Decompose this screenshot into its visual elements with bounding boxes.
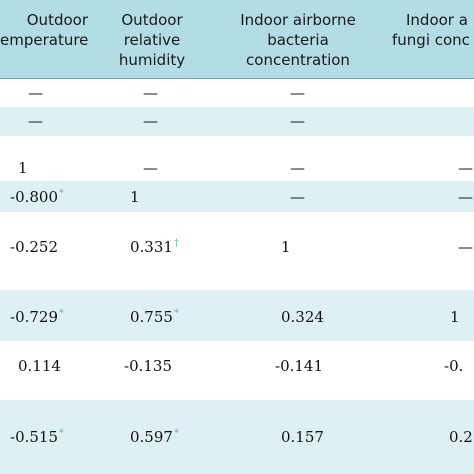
- table-cell: -0.141: [275, 357, 324, 375]
- header-line: bacteria: [267, 31, 329, 49]
- table-cell: 0.157: [281, 428, 324, 446]
- table-cell: 0.324: [281, 308, 324, 326]
- header-line: humidity: [118, 51, 186, 69]
- table-cell: —: [290, 188, 305, 206]
- table-cell: —: [143, 112, 158, 130]
- cell-value: -0.800: [10, 188, 59, 206]
- cell-value: -0.515: [10, 428, 59, 446]
- table-cell: 0.2: [449, 428, 473, 446]
- row-band: [0, 107, 474, 136]
- header-line: Indoor a: [406, 11, 468, 29]
- significance-marker: *: [173, 428, 179, 439]
- significance-marker: *: [173, 308, 179, 319]
- header-line: Outdoor: [121, 11, 183, 29]
- header-line: Outdoor: [26, 11, 88, 29]
- table-cell: -0.252: [10, 238, 59, 256]
- table-cell: 1: [281, 238, 291, 256]
- table-cell: —: [290, 159, 305, 177]
- significance-marker: *: [59, 188, 65, 199]
- header-line: fungi conc: [392, 31, 470, 49]
- table-cell: 1: [130, 188, 140, 206]
- table-cell: —: [458, 159, 473, 177]
- significance-marker: †: [173, 238, 179, 249]
- table-cell: -0.800*: [10, 188, 64, 206]
- significance-marker: *: [59, 308, 65, 319]
- table-cell: 0.114: [18, 357, 61, 375]
- row-band: [0, 181, 474, 212]
- header-line: emperature: [0, 31, 89, 49]
- table-cell: 1: [18, 159, 28, 177]
- table-cell: —: [143, 159, 158, 177]
- header-line: concentration: [246, 51, 350, 69]
- row-band: [0, 400, 474, 474]
- table-cell: —: [143, 84, 158, 102]
- table-cell: -0.515*: [10, 428, 64, 446]
- cell-value: 0.331: [130, 238, 173, 256]
- table-cell: 0.597*: [130, 428, 179, 446]
- row-band: [0, 290, 474, 341]
- table-cell: 0.755*: [130, 308, 179, 326]
- table-cell: -0.: [444, 357, 464, 375]
- table-cell: —: [28, 112, 43, 130]
- table-cell: —: [458, 188, 473, 206]
- table-header-background: [0, 0, 474, 78]
- table-cell: -0.135: [124, 357, 173, 375]
- table-cell: 1: [450, 308, 460, 326]
- table-cell: —: [28, 84, 43, 102]
- table-cell: —: [458, 238, 473, 256]
- header-divider: [0, 78, 474, 79]
- significance-marker: *: [59, 428, 65, 439]
- table-cell: —: [290, 112, 305, 130]
- header-line: relative: [123, 31, 181, 49]
- table-cell: -0.729*: [10, 308, 64, 326]
- cell-value: 0.755: [130, 308, 173, 326]
- cell-value: -0.729: [10, 308, 59, 326]
- table-cell: —: [290, 84, 305, 102]
- cell-value: 0.597: [130, 428, 173, 446]
- header-line: Indoor airborne: [240, 11, 356, 29]
- table-cell: 0.331†: [130, 238, 179, 256]
